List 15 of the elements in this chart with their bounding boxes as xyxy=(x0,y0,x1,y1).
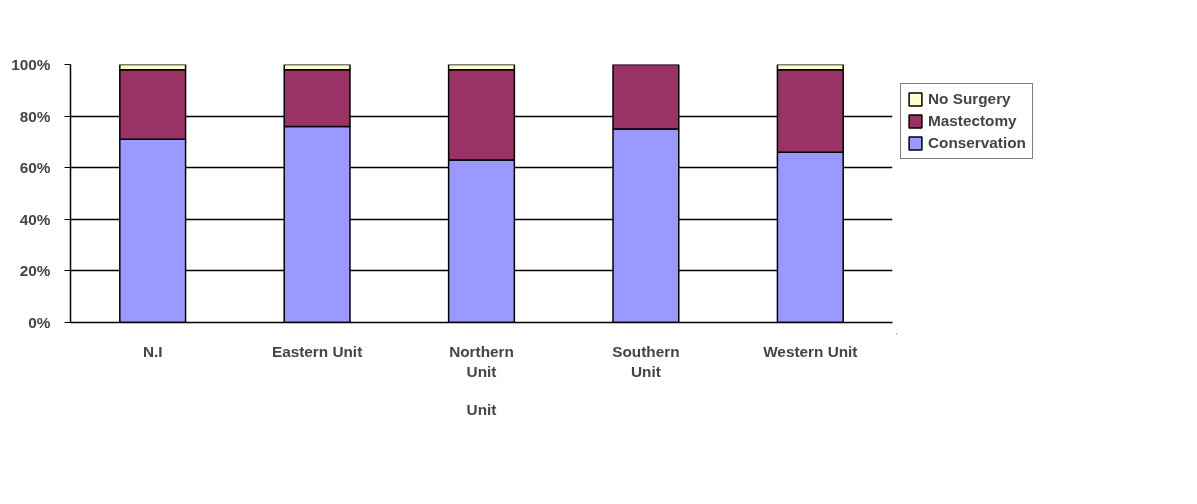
y-tick-label: 60% xyxy=(19,159,51,177)
x-tick-label: Southern Unit xyxy=(612,342,680,380)
x-axis-title: Unit xyxy=(466,400,497,418)
y-tick-label: 80% xyxy=(19,107,51,125)
x-tick-label: Northern Unit xyxy=(449,342,514,380)
x-tick-label: Western Unit xyxy=(763,342,858,360)
y-tick-label: 40% xyxy=(19,210,51,228)
legend-label: Mastectomy xyxy=(928,112,1017,130)
y-tick-label: 0% xyxy=(28,314,51,331)
x-tick-label: N.I xyxy=(142,342,163,360)
legend-label: Conservation xyxy=(928,134,1026,152)
y-tick-label: 20% xyxy=(19,262,51,280)
y-tick-label: 100% xyxy=(11,56,51,73)
legend-label: No Surgery xyxy=(928,90,1011,108)
x-tick-label: Eastern Unit xyxy=(271,342,363,360)
